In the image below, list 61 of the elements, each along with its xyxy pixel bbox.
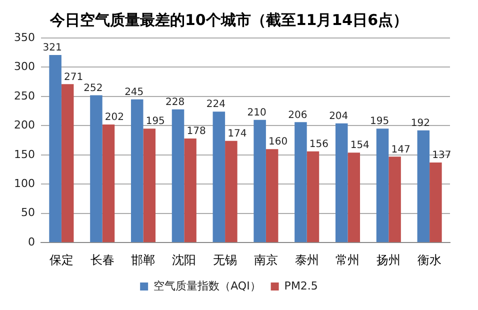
bar [294,122,307,242]
x-tick-label: 长春 [90,252,114,267]
data-label: 206 [288,110,308,121]
bar [90,95,102,242]
data-label: 228 [165,96,185,108]
bar [306,151,320,242]
y-tick-label: 300 [14,60,35,74]
y-tick-label: 250 [14,89,35,102]
data-label: 178 [186,126,206,138]
bar [184,138,196,242]
x-tick-label: 南京 [254,252,278,267]
data-label: 174 [228,128,247,140]
data-label: 271 [64,72,84,83]
data-label: 204 [329,110,348,122]
data-label: 154 [350,140,370,152]
legend-label: 空气质量指数（AQI） [154,279,261,292]
data-label: 245 [124,86,144,98]
y-tick-label: 50 [20,206,35,220]
bar [417,130,430,242]
bar [348,152,360,242]
bar [212,112,226,242]
data-label: 160 [268,136,288,148]
x-tick-label: 沈阳 [172,252,196,267]
data-label: 147 [391,144,410,156]
x-tick-label: 衡水 [418,252,442,267]
data-label: 195 [370,116,390,128]
bar [266,149,278,242]
x-tick-label: 保定 [49,252,74,267]
x-tick-label: 无锡 [213,252,238,267]
data-label: 224 [206,99,226,110]
chart-title: 今日空气质量最差的10个城市（截至11月14日6点） [48,10,408,29]
x-tick-label: 常州 [336,252,360,267]
y-tick-label: 200 [14,118,35,132]
x-tick-label: 邯郸 [131,252,156,267]
bar [143,128,156,242]
bar [49,54,62,242]
bar [376,128,389,242]
x-tick-label: 泰州 [294,252,319,267]
bar [254,120,266,242]
bar [225,140,238,242]
legend-label: PM2.5 [284,279,318,292]
x-tick-label: 扬州 [376,252,401,267]
data-label: 202 [104,112,124,124]
data-label: 252 [84,82,103,94]
data-label: 192 [410,118,430,129]
bar [102,124,115,242]
bar [430,162,442,242]
bar [61,84,74,242]
y-tick-label: 150 [14,148,35,161]
bar [130,99,144,242]
y-tick-label: 0 [28,235,35,248]
bar [388,156,401,242]
data-label: 321 [42,42,62,54]
data-label: 137 [432,150,452,162]
y-tick-label: 350 [14,30,35,44]
data-label: 195 [146,116,165,128]
bar [335,123,348,242]
data-label: 210 [247,107,266,118]
y-tick-label: 100 [14,177,35,190]
data-label: 156 [309,139,329,150]
bar [172,109,184,242]
